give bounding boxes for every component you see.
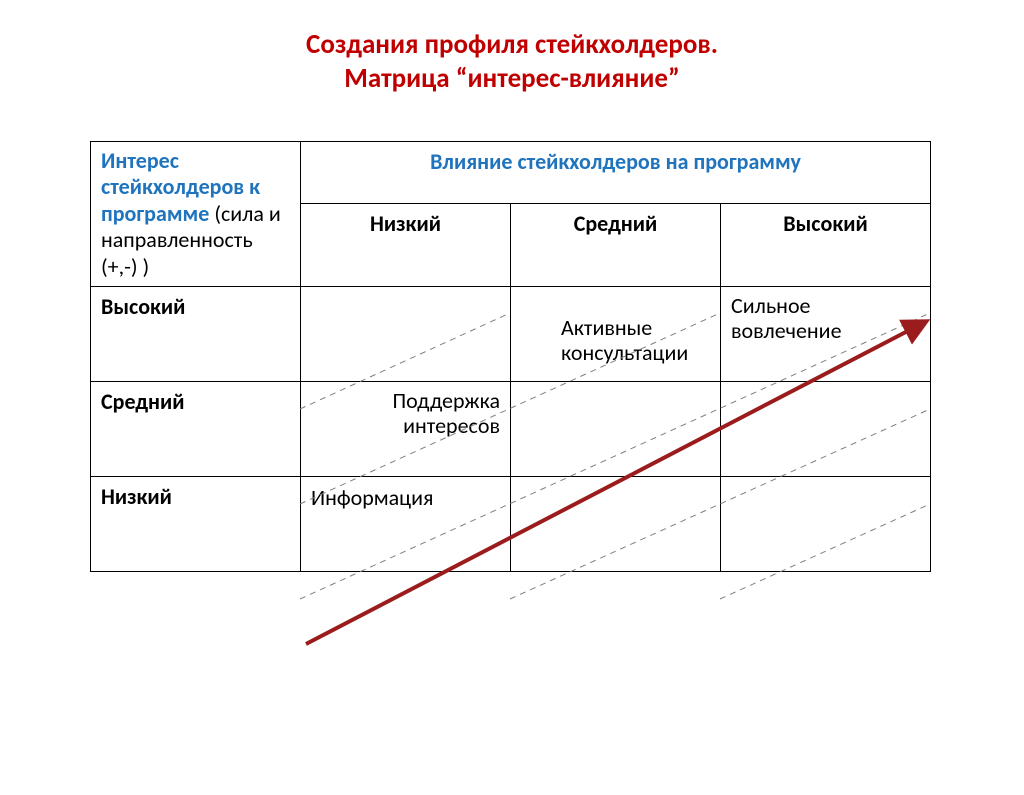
cell-high-high-l1: Сильное (731, 292, 811, 319)
row-label-high: Высокий (91, 286, 301, 381)
cell-high-high-text: Сильное вовлечение (731, 293, 842, 344)
row-label-low: Низкий (91, 476, 301, 571)
interest-influence-matrix: Интерес стейкхолдеров к программе (сила … (90, 141, 931, 572)
cell-high-mid: Активные консультации (511, 286, 721, 381)
cell-high-high-l2: вовлечение (731, 317, 842, 344)
page-title: Создания профиля стейкхолдеров. Матрица … (0, 28, 1024, 96)
cell-mid-low-text: Поддержка интересов (393, 388, 501, 439)
cell-high-mid-text: Активные консультации (561, 315, 688, 366)
header-top: Влияние стейкхолдеров на программу (301, 142, 931, 204)
cell-mid-mid (511, 381, 721, 476)
subheader-mid: Средний (511, 204, 721, 287)
cell-high-mid-l2: консультации (561, 339, 688, 366)
row-label-mid: Средний (91, 381, 301, 476)
cell-mid-low: Поддержка интересов (301, 381, 511, 476)
title-line-2: Матрица “интерес-влияние” (0, 62, 1024, 96)
cell-low-high (721, 476, 931, 571)
header-left: Интерес стейкхолдеров к программе (сила … (91, 142, 301, 287)
matrix-container: Интерес стейкхолдеров к программе (сила … (90, 141, 930, 572)
subheader-low: Низкий (301, 204, 511, 287)
cell-high-high: Сильное вовлечение (721, 286, 931, 381)
subheader-high: Высокий (721, 204, 931, 287)
cell-high-mid-l1: Активные (561, 314, 652, 341)
cell-low-low: Информация (301, 476, 511, 571)
cell-mid-low-l2: интересов (403, 412, 500, 439)
cell-mid-low-l1: Поддержка (393, 387, 501, 414)
title-line-1: Создания профиля стейкхолдеров. (0, 28, 1024, 62)
cell-high-low (301, 286, 511, 381)
cell-mid-high (721, 381, 931, 476)
cell-low-mid (511, 476, 721, 571)
cell-low-low-text: Информация (311, 485, 433, 510)
